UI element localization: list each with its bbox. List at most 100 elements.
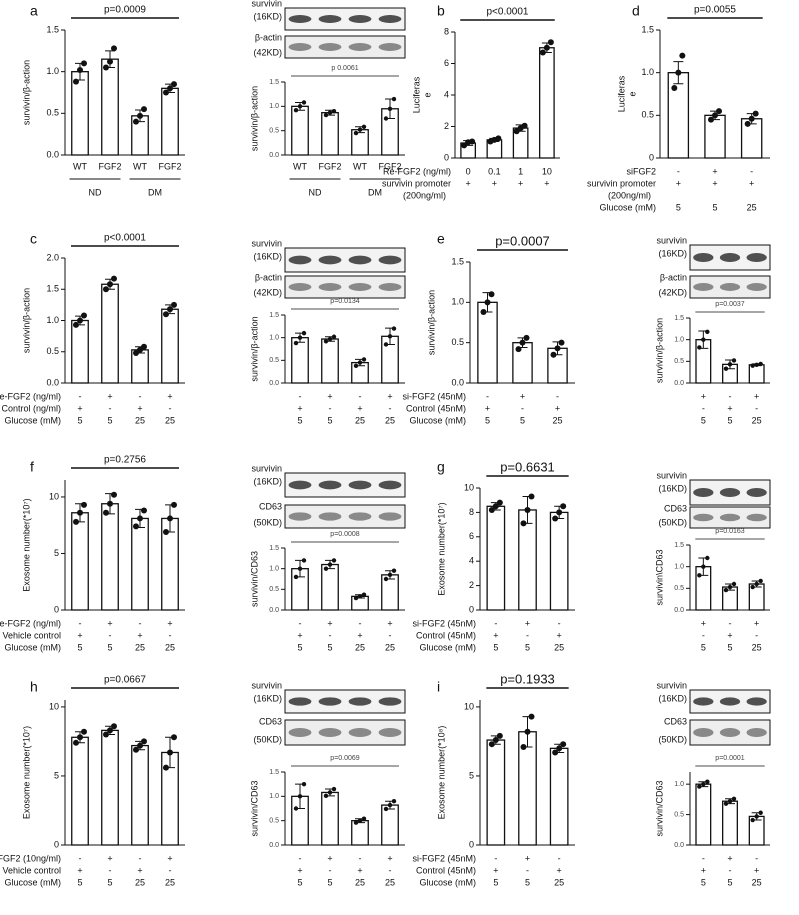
annotation: p<0.0001	[487, 7, 529, 18]
row-value: 5	[727, 877, 732, 887]
data-point	[731, 358, 737, 363]
row-value: 25	[165, 877, 175, 887]
row-value: 25	[135, 642, 145, 652]
data-point	[727, 799, 733, 804]
blot-band	[318, 480, 342, 490]
bar	[101, 503, 119, 611]
y-tick-label: 0.5	[674, 585, 684, 592]
data-point	[73, 518, 79, 525]
data-point	[77, 317, 83, 324]
y-tick-label: 0.5	[451, 337, 464, 347]
blot-band	[378, 512, 402, 521]
blot-band	[318, 697, 342, 706]
data-point	[523, 334, 530, 341]
row-value: +	[327, 391, 332, 401]
blot-band	[348, 15, 372, 23]
y-tick-label: 0.0	[46, 149, 59, 159]
row-value: +	[493, 865, 498, 875]
panel-letter: e	[437, 231, 445, 247]
annotation: p=0.0037	[715, 301, 744, 308]
data-point	[697, 573, 702, 578]
data-point	[301, 781, 307, 787]
y-tick-label: 0.0	[674, 842, 684, 849]
blot-band	[378, 480, 402, 490]
y-axis-label: e	[422, 92, 432, 97]
data-point	[705, 555, 710, 561]
row-value: +	[555, 403, 560, 413]
blot-name: survivin	[656, 470, 687, 480]
data-point	[327, 562, 333, 567]
data-point	[167, 515, 173, 522]
row-label: Glucose (mM)	[419, 642, 476, 652]
row-value: +	[297, 403, 302, 413]
row-value: 5	[727, 642, 732, 652]
row-label: Control (ng/ml)	[1, 403, 61, 413]
data-point	[81, 728, 87, 735]
data-point	[387, 334, 393, 339]
y-tick-label: 1.5	[641, 24, 654, 34]
row-value: +	[701, 618, 706, 628]
bar	[131, 744, 149, 846]
data-point	[293, 108, 299, 113]
row-value: -	[702, 403, 705, 413]
row-value: +	[387, 853, 392, 863]
bar	[71, 512, 89, 611]
row-value: 5	[493, 877, 498, 887]
data-point	[297, 335, 303, 340]
data-point	[675, 69, 682, 76]
blot-band	[288, 512, 312, 521]
data-point	[141, 343, 147, 350]
row-value: 25	[752, 415, 762, 425]
row-value: -	[109, 630, 112, 640]
y-tick-label: 0	[54, 604, 59, 614]
bar	[486, 739, 506, 846]
blot-band	[288, 43, 312, 51]
blot-band	[719, 513, 741, 522]
y-tick-label: 0	[444, 152, 449, 162]
data-point	[353, 363, 359, 368]
data-point	[750, 363, 755, 368]
bar	[71, 319, 89, 384]
bar	[722, 800, 738, 846]
row-value: -	[755, 630, 758, 640]
data-point	[383, 342, 389, 347]
group-label: ND	[309, 187, 322, 197]
data-point	[327, 336, 333, 342]
row-value: +	[327, 618, 332, 628]
y-tick-label: 4	[444, 89, 449, 99]
row-value: +	[493, 630, 498, 640]
panel-letter: i	[437, 679, 440, 695]
data-point	[163, 311, 169, 318]
data-point	[167, 85, 173, 92]
row-value: 5	[520, 415, 525, 425]
annotation: p=0.0069	[330, 755, 359, 762]
blot-band	[378, 697, 402, 706]
data-point	[701, 337, 706, 342]
row-value: -	[556, 391, 559, 401]
y-tick-label: 0.0	[674, 607, 684, 614]
y-axis-label: survivin/β-action	[249, 316, 259, 381]
y-axis-label: survivin/β-action	[654, 318, 664, 383]
y-axis-label: survivin/CD63	[249, 551, 259, 607]
row-label: survivin promoter	[587, 178, 656, 188]
blot-name: survivin	[251, 680, 282, 690]
y-tick-label: 2.0	[46, 252, 59, 262]
row-value: +	[77, 403, 82, 413]
bar	[539, 47, 555, 159]
data-point	[81, 501, 87, 508]
y-tick-label: 0.0	[46, 377, 59, 387]
row-value: 5	[77, 415, 82, 425]
annotation: p 0.0061	[331, 65, 358, 72]
data-point	[519, 339, 526, 346]
data-point	[103, 731, 109, 738]
row-value: -	[729, 865, 732, 875]
blot-band	[348, 697, 372, 706]
blot-name: CD63	[664, 503, 687, 513]
row-value: 25	[385, 877, 395, 887]
y-tick-label: 1.0	[269, 566, 279, 573]
row-value: -	[79, 853, 82, 863]
row-label: si-FGF2 (45nM)	[412, 618, 476, 628]
blot-name: β-actin	[255, 272, 282, 282]
row-value: +	[712, 166, 717, 176]
data-point	[331, 109, 337, 114]
